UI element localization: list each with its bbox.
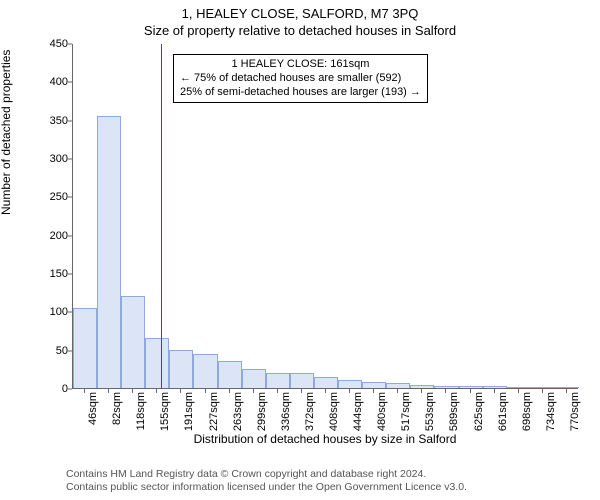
x-tick-mark	[494, 389, 495, 393]
y-tick-mark	[68, 312, 72, 313]
histogram-bar	[410, 385, 434, 388]
x-tick-mark	[205, 389, 206, 393]
annotation-line: 25% of semi-detached houses are larger (…	[180, 86, 421, 100]
histogram-bar	[193, 354, 217, 389]
y-tick-mark	[68, 120, 72, 121]
x-axis-label: Distribution of detached houses by size …	[72, 432, 578, 446]
x-tick-mark	[180, 389, 181, 393]
y-tick-label: 0	[0, 383, 68, 395]
y-tick-mark	[68, 235, 72, 236]
y-tick-label: 400	[0, 76, 68, 88]
y-tick-mark	[68, 82, 72, 83]
x-tick-mark	[108, 389, 109, 393]
x-tick-mark	[397, 389, 398, 393]
histogram-bar	[555, 387, 579, 388]
x-tick-mark	[301, 389, 302, 393]
y-tick-mark	[68, 44, 72, 45]
y-tick-label: 450	[0, 38, 68, 50]
y-tick-label: 350	[0, 115, 68, 127]
x-tick-mark	[373, 389, 374, 393]
y-tick-label: 300	[0, 153, 68, 165]
y-tick-mark	[68, 197, 72, 198]
histogram-bar	[218, 361, 242, 388]
x-tick-mark	[132, 389, 133, 393]
annotation-line: 1 HEALEY CLOSE: 161sqm	[180, 58, 421, 72]
annotation-line: ← 75% of detached houses are smaller (59…	[180, 72, 421, 86]
y-tick-label: 50	[0, 345, 68, 357]
x-tick-mark	[542, 389, 543, 393]
x-tick-mark	[253, 389, 254, 393]
histogram-bar	[483, 386, 507, 388]
chart-title-line2: Size of property relative to detached ho…	[0, 23, 600, 38]
x-tick-mark	[470, 389, 471, 393]
histogram-bar	[242, 369, 266, 388]
x-tick-mark	[445, 389, 446, 393]
x-tick-mark	[518, 389, 519, 393]
y-tick-mark	[68, 274, 72, 275]
y-tick-mark	[68, 389, 72, 390]
histogram-bar	[97, 116, 121, 388]
x-tick-mark	[229, 389, 230, 393]
y-tick-mark	[68, 350, 72, 351]
y-tick-label: 200	[0, 230, 68, 242]
histogram-bar	[290, 373, 314, 388]
histogram-bar	[507, 387, 531, 388]
x-tick-mark	[325, 389, 326, 393]
x-tick-mark	[84, 389, 85, 393]
annotation-box: 1 HEALEY CLOSE: 161sqm← 75% of detached …	[173, 54, 428, 103]
x-tick-mark	[277, 389, 278, 393]
y-tick-label: 150	[0, 268, 68, 280]
x-tick-mark	[566, 389, 567, 393]
histogram-bar	[314, 377, 338, 389]
y-axis-label: Number of detached properties	[0, 50, 13, 215]
histogram-bar	[531, 387, 555, 388]
footer-line1: Contains HM Land Registry data © Crown c…	[66, 468, 467, 481]
y-tick-mark	[68, 159, 72, 160]
marker-line	[161, 44, 162, 388]
footer-attribution: Contains HM Land Registry data © Crown c…	[66, 468, 467, 494]
chart-title-block: 1, HEALEY CLOSE, SALFORD, M7 3PQ Size of…	[0, 0, 600, 38]
y-tick-label: 250	[0, 191, 68, 203]
chart-area: Number of detached properties 1 HEALEY C…	[0, 40, 600, 440]
x-tick-mark	[156, 389, 157, 393]
histogram-bar	[434, 386, 458, 388]
histogram-bar	[266, 373, 290, 388]
histogram-bar	[145, 338, 169, 388]
histogram-bar	[362, 382, 386, 388]
chart-title-line1: 1, HEALEY CLOSE, SALFORD, M7 3PQ	[0, 6, 600, 21]
histogram-bar	[121, 296, 145, 388]
histogram-bar	[169, 350, 193, 388]
x-tick-mark	[349, 389, 350, 393]
histogram-bar	[386, 383, 410, 388]
footer-line2: Contains public sector information licen…	[66, 481, 467, 494]
histogram-bar	[338, 380, 362, 388]
histogram-bar	[73, 308, 97, 389]
histogram-bar	[459, 386, 483, 388]
x-tick-mark	[421, 389, 422, 393]
y-tick-label: 100	[0, 306, 68, 318]
plot-area: 1 HEALEY CLOSE: 161sqm← 75% of detached …	[72, 44, 578, 389]
